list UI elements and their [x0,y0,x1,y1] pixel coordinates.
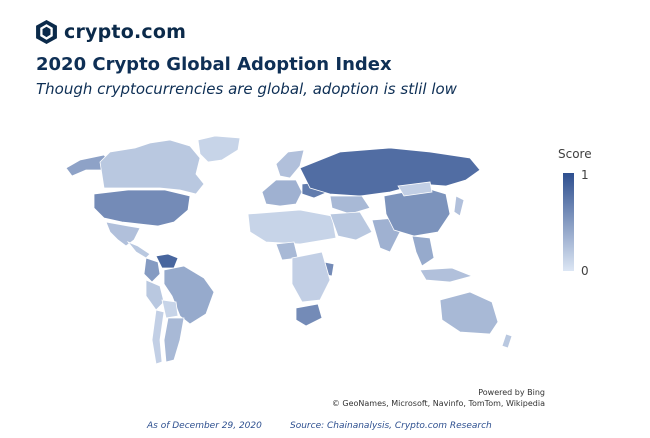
region-western-europe [261,179,303,207]
region-north-africa [247,209,337,245]
crypto-com-lion-shield-icon [36,20,57,44]
region-canada [99,139,205,195]
legend-color-scale [563,173,574,271]
legend-min-label: 0 [581,264,589,278]
map-attribution-powered-by: Powered by Bing [478,388,545,397]
region-south-africa [295,303,323,327]
region-southeast-asia [411,235,435,267]
region-chile [151,309,165,365]
region-venezuela [155,253,179,269]
map-regions [65,135,513,365]
footer-source: Source: Chainanalysis, Crypto.com Resear… [290,421,492,431]
region-new-zealand [501,333,513,349]
region-kazakhstan [329,195,371,215]
brand-logo: crypto.com [36,20,186,44]
region-central-africa [291,251,331,303]
region-middle-east [329,211,373,241]
region-mexico [105,221,141,247]
legend-max-label: 1 [581,168,589,182]
footer-as-of-date: As of December 29, 2020 [147,421,262,431]
region-russia [299,147,481,197]
region-brazil [163,265,215,325]
region-mongolia [397,181,433,197]
region-australia [439,291,499,335]
page-title: 2020 Crypto Global Adoption Index [36,54,392,75]
region-central-america [126,241,151,259]
region-greenland [197,135,241,163]
region-united-states [93,189,191,227]
brand-name: crypto.com [64,21,187,43]
region-argentina [163,317,185,363]
region-china [383,187,451,237]
region-japan [453,195,465,217]
region-bolivia [161,299,179,319]
page-subtitle: Though cryptocurrencies are global, adop… [36,80,457,98]
region-colombia [143,257,161,283]
region-scandinavia [275,149,305,179]
region-indonesia [419,267,474,283]
legend-title: Score [558,147,592,161]
map-attribution-credits: © GeoNames, Microsoft, Navinfo, TomTom, … [331,399,545,408]
region-peru [145,279,165,311]
